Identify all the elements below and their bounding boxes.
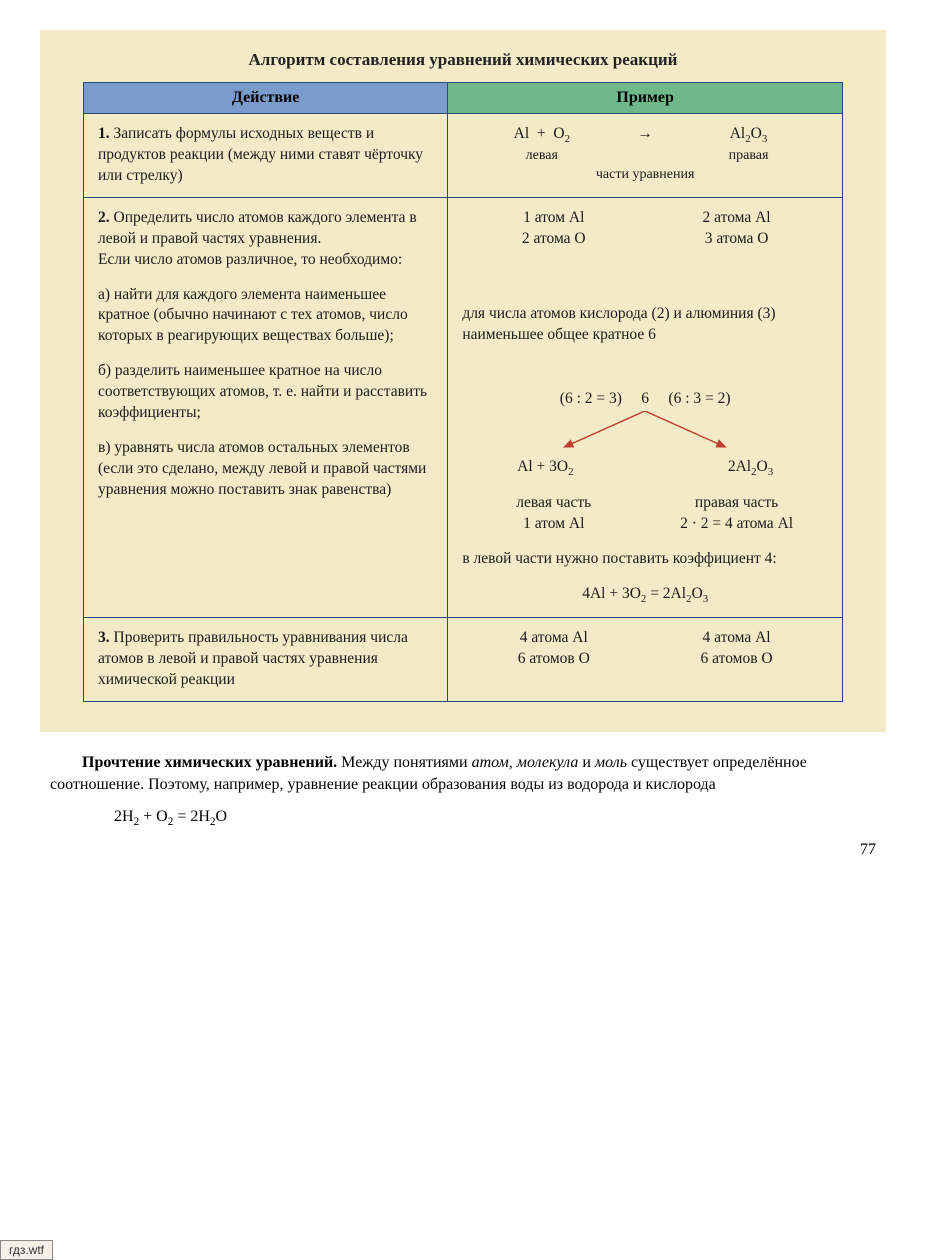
table-row: 1. Записать формулы исходных веществ и п… xyxy=(84,114,843,198)
step-2b: б) разделить наименьшее кратное на число… xyxy=(98,361,433,424)
algorithm-table: Действие Пример 1. Записать формулы исхо… xyxy=(83,82,843,702)
table-row: 2. Определить число атомов каждого элеме… xyxy=(84,197,843,617)
table-header-row: Действие Пример xyxy=(84,83,843,114)
final-equation: 4Al + 3O2 = 2Al2O3 xyxy=(462,584,828,607)
para-t1: Между понятиями xyxy=(337,754,471,771)
equation-row: Al + O2 левая → Al2O3 правая xyxy=(462,124,828,166)
italic-mole: моль xyxy=(595,754,627,771)
label-bottom: части уравнения xyxy=(462,166,828,185)
verify-right-o: 6 атомов O xyxy=(701,650,773,667)
label-right: правая xyxy=(669,147,828,166)
diag-right-expr: (6 : 3 = 2) xyxy=(668,390,730,407)
diag-center: 6 xyxy=(641,390,649,407)
step-2-intro2: Если число атомов различное, то необходи… xyxy=(98,251,402,268)
cell-action-3: 3. Проверить правильность уравнивания чи… xyxy=(84,617,448,701)
watermark-tag: гдз.wtf xyxy=(0,1240,53,1260)
cell-action-1: 1. Записать формулы исходных веществ и п… xyxy=(84,114,448,198)
part-compare: левая часть 1 атом Al правая часть 2 · 2… xyxy=(462,493,828,535)
italic-molecule: молекула xyxy=(517,754,579,771)
atoms-right: 2 атома Al 3 атома O xyxy=(645,208,828,250)
eq-right-side: Al2O3 правая xyxy=(669,124,828,166)
highlight-box: Алгоритм составления уравнений химически… xyxy=(40,30,886,732)
water-formula: 2H2 + O2 = 2H2O xyxy=(114,806,876,831)
step-2c: в) уравнять числа атомов остальных элеме… xyxy=(98,438,433,501)
page-number: 77 xyxy=(50,841,876,859)
comma: , xyxy=(509,754,517,771)
italic-atom: атом xyxy=(472,754,509,771)
verify-left-al: 4 атома Al xyxy=(520,629,588,646)
step-2a: а) найти для каждого элемента наименьшее… xyxy=(98,285,433,348)
col-header-action: Действие xyxy=(84,83,448,114)
verify-right: 4 атома Al 6 атомов O xyxy=(645,628,828,670)
example-2c-note: в левой части нужно поставить коэффициен… xyxy=(462,549,828,570)
table-row: 3. Проверить правильность уравнивания чи… xyxy=(84,617,843,701)
arrow: → xyxy=(621,124,669,166)
label-left: левая xyxy=(462,147,621,166)
diag-bottom-right: 2Al2O3 xyxy=(728,457,773,480)
atoms-left-o: 2 атома O xyxy=(522,230,586,247)
atoms-left: 1 атом Al 2 атома O xyxy=(462,208,645,250)
diagram-top: (6 : 2 = 3) 6 (6 : 3 = 2) xyxy=(462,389,828,410)
left-part-title: левая часть xyxy=(516,494,591,511)
cell-example-2: 1 атом Al 2 атома O 2 атома Al 3 атома O… xyxy=(448,197,843,617)
body-text: Прочтение химических уравнений. Между по… xyxy=(50,752,876,832)
division-diagram: (6 : 2 = 3) 6 (6 : 3 = 2) xyxy=(462,389,828,479)
col-header-example: Пример xyxy=(448,83,843,114)
atoms-left-al: 1 атом Al xyxy=(523,209,584,226)
right-part: правая часть 2 · 2 = 4 атома Al xyxy=(645,493,828,535)
diagram-arrows xyxy=(462,411,828,451)
atoms-right-o: 3 атома O xyxy=(705,230,769,247)
verify-left-o: 6 атомов O xyxy=(518,650,590,667)
box-title: Алгоритм составления уравнений химически… xyxy=(40,50,886,70)
right-part-val: 2 · 2 = 4 атома Al xyxy=(680,515,793,532)
cell-action-2: 2. Определить число атомов каждого элеме… xyxy=(84,197,448,617)
atom-counts: 1 атом Al 2 атома O 2 атома Al 3 атома O xyxy=(462,208,828,250)
step-2-intro: 2. Определить число атомов каждого элеме… xyxy=(98,208,433,271)
left-part-val: 1 атом Al xyxy=(523,515,584,532)
right-part-title: правая часть xyxy=(695,494,778,511)
verify-left: 4 атома Al 6 атомов O xyxy=(462,628,645,670)
verify-right-al: 4 атома Al xyxy=(703,629,771,646)
diag-left-expr: (6 : 2 = 3) xyxy=(560,390,622,407)
step-1-text: 1. Записать формулы исходных веществ и п… xyxy=(98,125,423,184)
para-heading: Прочтение химических уравнений. xyxy=(82,754,337,771)
diag-bottom-left: Al + 3O2 xyxy=(517,457,573,480)
cell-example-3: 4 атома Al 6 атомов O 4 атома Al 6 атомо… xyxy=(448,617,843,701)
paragraph-reading: Прочтение химических уравнений. Между по… xyxy=(50,752,876,797)
left-part: левая часть 1 атом Al xyxy=(462,493,645,535)
example-2a: для числа атомов кислорода (2) и алюмини… xyxy=(462,304,828,346)
verify-counts: 4 атома Al 6 атомов O 4 атома Al 6 атомо… xyxy=(462,628,828,670)
para-t2: и xyxy=(578,754,595,771)
atoms-right-al: 2 атома Al xyxy=(703,209,771,226)
cell-example-1: Al + O2 левая → Al2O3 правая части уравн… xyxy=(448,114,843,198)
eq-left-side: Al + O2 левая xyxy=(462,124,621,166)
